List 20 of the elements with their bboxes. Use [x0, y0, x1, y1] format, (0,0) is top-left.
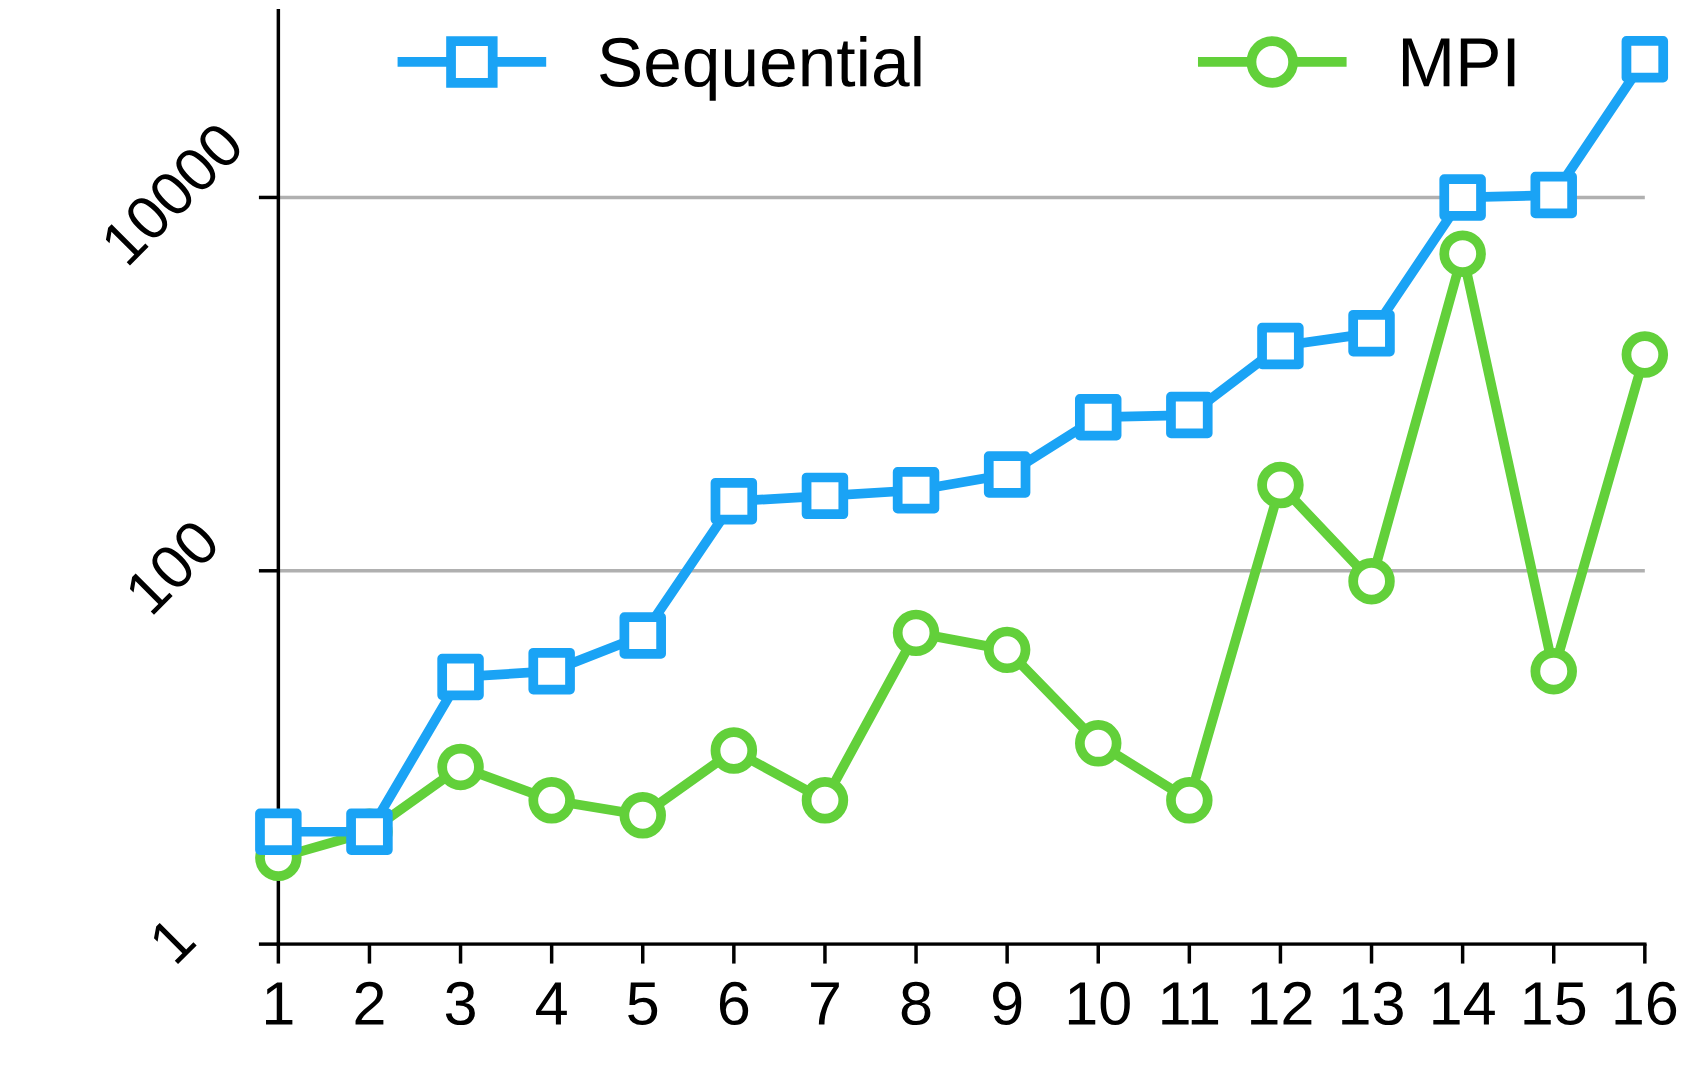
x-tick-label: 7: [811, 982, 839, 1025]
x-tick-label: 15: [1524, 982, 1586, 1026]
x-tick-label: 13: [1342, 981, 1403, 1026]
x-tick-label: 9: [993, 981, 1022, 1026]
x-tick-label: 16: [1615, 981, 1677, 1026]
x-tick-label: 4: [536, 982, 567, 1025]
legend-label: Sequential: [600, 35, 921, 101]
legend-label: MPI: [1402, 38, 1515, 87]
x-tick-label: 1: [266, 982, 293, 1025]
x-tick-label: 2: [355, 981, 384, 1025]
x-tick-label: 8: [901, 981, 931, 1026]
x-tick-label: 11: [1162, 982, 1219, 1025]
x-tick-label: 3: [445, 981, 475, 1026]
x-tick-label: 10: [1068, 981, 1130, 1026]
x-tick-label: 6: [719, 981, 749, 1026]
x-tick-label: 14: [1433, 982, 1495, 1025]
x-tick-label: 5: [628, 982, 658, 1026]
y-tick-label: 100: [123, 517, 222, 616]
y-tick-label: 1: [148, 915, 197, 965]
x-tick-label: 12: [1251, 981, 1312, 1025]
